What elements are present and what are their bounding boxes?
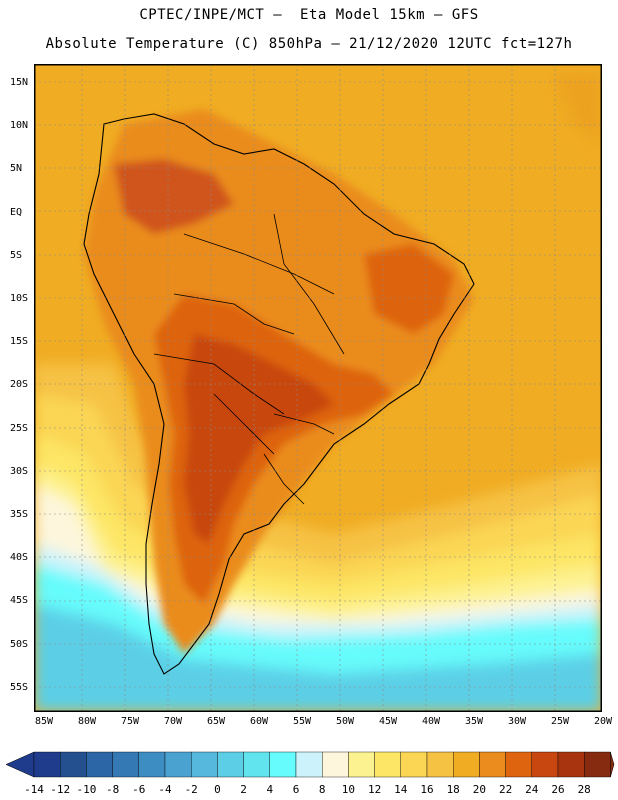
colorbar-label: 0	[214, 783, 221, 796]
colorbar-label: 22	[498, 783, 513, 796]
colorbar-label: 8	[318, 783, 326, 796]
lon-label: 60W	[249, 716, 269, 727]
colorbar-label: -2	[184, 783, 198, 796]
colorbar-segment	[269, 751, 297, 778]
colorbar-segment	[295, 751, 323, 778]
colorbar-segment	[348, 751, 375, 778]
lat-label: 25S	[10, 422, 29, 434]
colorbar-label: -10	[76, 783, 97, 796]
lon-label: 45W	[378, 716, 398, 727]
country-borders	[153, 213, 345, 505]
colorbar-segment	[374, 751, 402, 778]
colorbar-segment	[584, 751, 611, 778]
lon-label: 70W	[163, 716, 183, 727]
lon-label: 50W	[335, 716, 355, 727]
colorbar-left-arrow	[5, 751, 35, 778]
colorbar-segment	[531, 751, 559, 778]
colorbar-right-arrow	[610, 751, 615, 778]
map-title: CPTEC/INPE/MCT – Eta Model 15km – GFS	[139, 7, 479, 23]
lat-label: 40S	[10, 552, 29, 564]
colorbar-label: 6	[292, 783, 300, 796]
lat-label: 10N	[10, 120, 29, 132]
colorbar-label: 14	[394, 783, 408, 796]
colorbar-label: -8	[105, 783, 120, 796]
land-22-north	[114, 159, 234, 234]
colorbar-label: 10	[341, 783, 356, 796]
map-frame	[34, 64, 602, 712]
lat-label: 15S	[10, 336, 29, 348]
lat-label: 35S	[10, 509, 29, 520]
colorbar-segment	[505, 751, 533, 778]
colorbar-label: 2	[240, 783, 247, 796]
lat-label: 5S	[10, 249, 23, 261]
colorbar-label: 28	[577, 783, 591, 796]
lon-label: 55W	[292, 716, 312, 727]
colorbar-label: 24	[525, 783, 539, 796]
colorbar-segment	[479, 751, 506, 778]
colorbar	[5, 751, 615, 778]
lon-label: 25W	[550, 716, 570, 727]
lon-label: 40W	[421, 716, 441, 727]
lat-label: 20S	[10, 379, 29, 391]
lon-label: 75W	[120, 716, 140, 727]
field-warm-atlantic	[554, 74, 602, 144]
colorbar-label: 16	[420, 783, 434, 796]
lat-label: EQ	[10, 206, 23, 218]
colorbar-label: -12	[50, 783, 71, 796]
lon-label: 30W	[507, 716, 527, 727]
colorbar-segment	[33, 751, 61, 778]
colorbar-label: -6	[132, 783, 146, 796]
colorbar-segment	[322, 751, 349, 778]
colorbar-segment	[112, 751, 139, 778]
colorbar-label: -14	[24, 783, 44, 796]
colorbar-label: 20	[472, 783, 487, 796]
coastline-south-america	[83, 113, 475, 675]
colorbar-segment	[243, 751, 271, 778]
lat-label: 5N	[10, 163, 23, 175]
colorbar-segment	[138, 751, 166, 778]
lon-label: 85W	[34, 716, 54, 727]
lat-label: 45S	[10, 595, 29, 607]
field-0	[34, 604, 602, 712]
colorbar-label: 4	[266, 783, 274, 796]
lat-label: 15N	[10, 77, 29, 88]
colorbar-label: 12	[367, 783, 382, 796]
colorbar-label: -4	[158, 783, 172, 796]
colorbar-segment	[217, 751, 244, 778]
colorbar-segment	[164, 751, 192, 778]
colorbar-segment	[453, 751, 480, 778]
lon-label: 35W	[464, 716, 484, 727]
lon-label: 80W	[77, 716, 97, 727]
lat-label: 10S	[10, 293, 29, 304]
lat-label: 30S	[10, 465, 29, 477]
colorbar-segment	[426, 751, 454, 778]
lon-label: 65W	[206, 716, 226, 727]
colorbar-label: 26	[551, 783, 565, 796]
colorbar-segment	[86, 751, 113, 778]
temperature-map	[34, 64, 602, 712]
colorbar-label: 18	[446, 783, 460, 796]
colorbar-segment	[557, 751, 585, 778]
lat-label: 55S	[10, 681, 29, 693]
colorbar-segment	[190, 751, 218, 778]
map-subtitle: Absolute Temperature (C) 850hPa – 21/12/…	[45, 36, 573, 52]
lat-label: 50S	[10, 638, 29, 650]
colorbar-segment	[60, 751, 87, 778]
lon-label: 20W	[593, 716, 613, 727]
colorbar-segment	[400, 751, 428, 778]
land-20-ne	[364, 244, 454, 334]
